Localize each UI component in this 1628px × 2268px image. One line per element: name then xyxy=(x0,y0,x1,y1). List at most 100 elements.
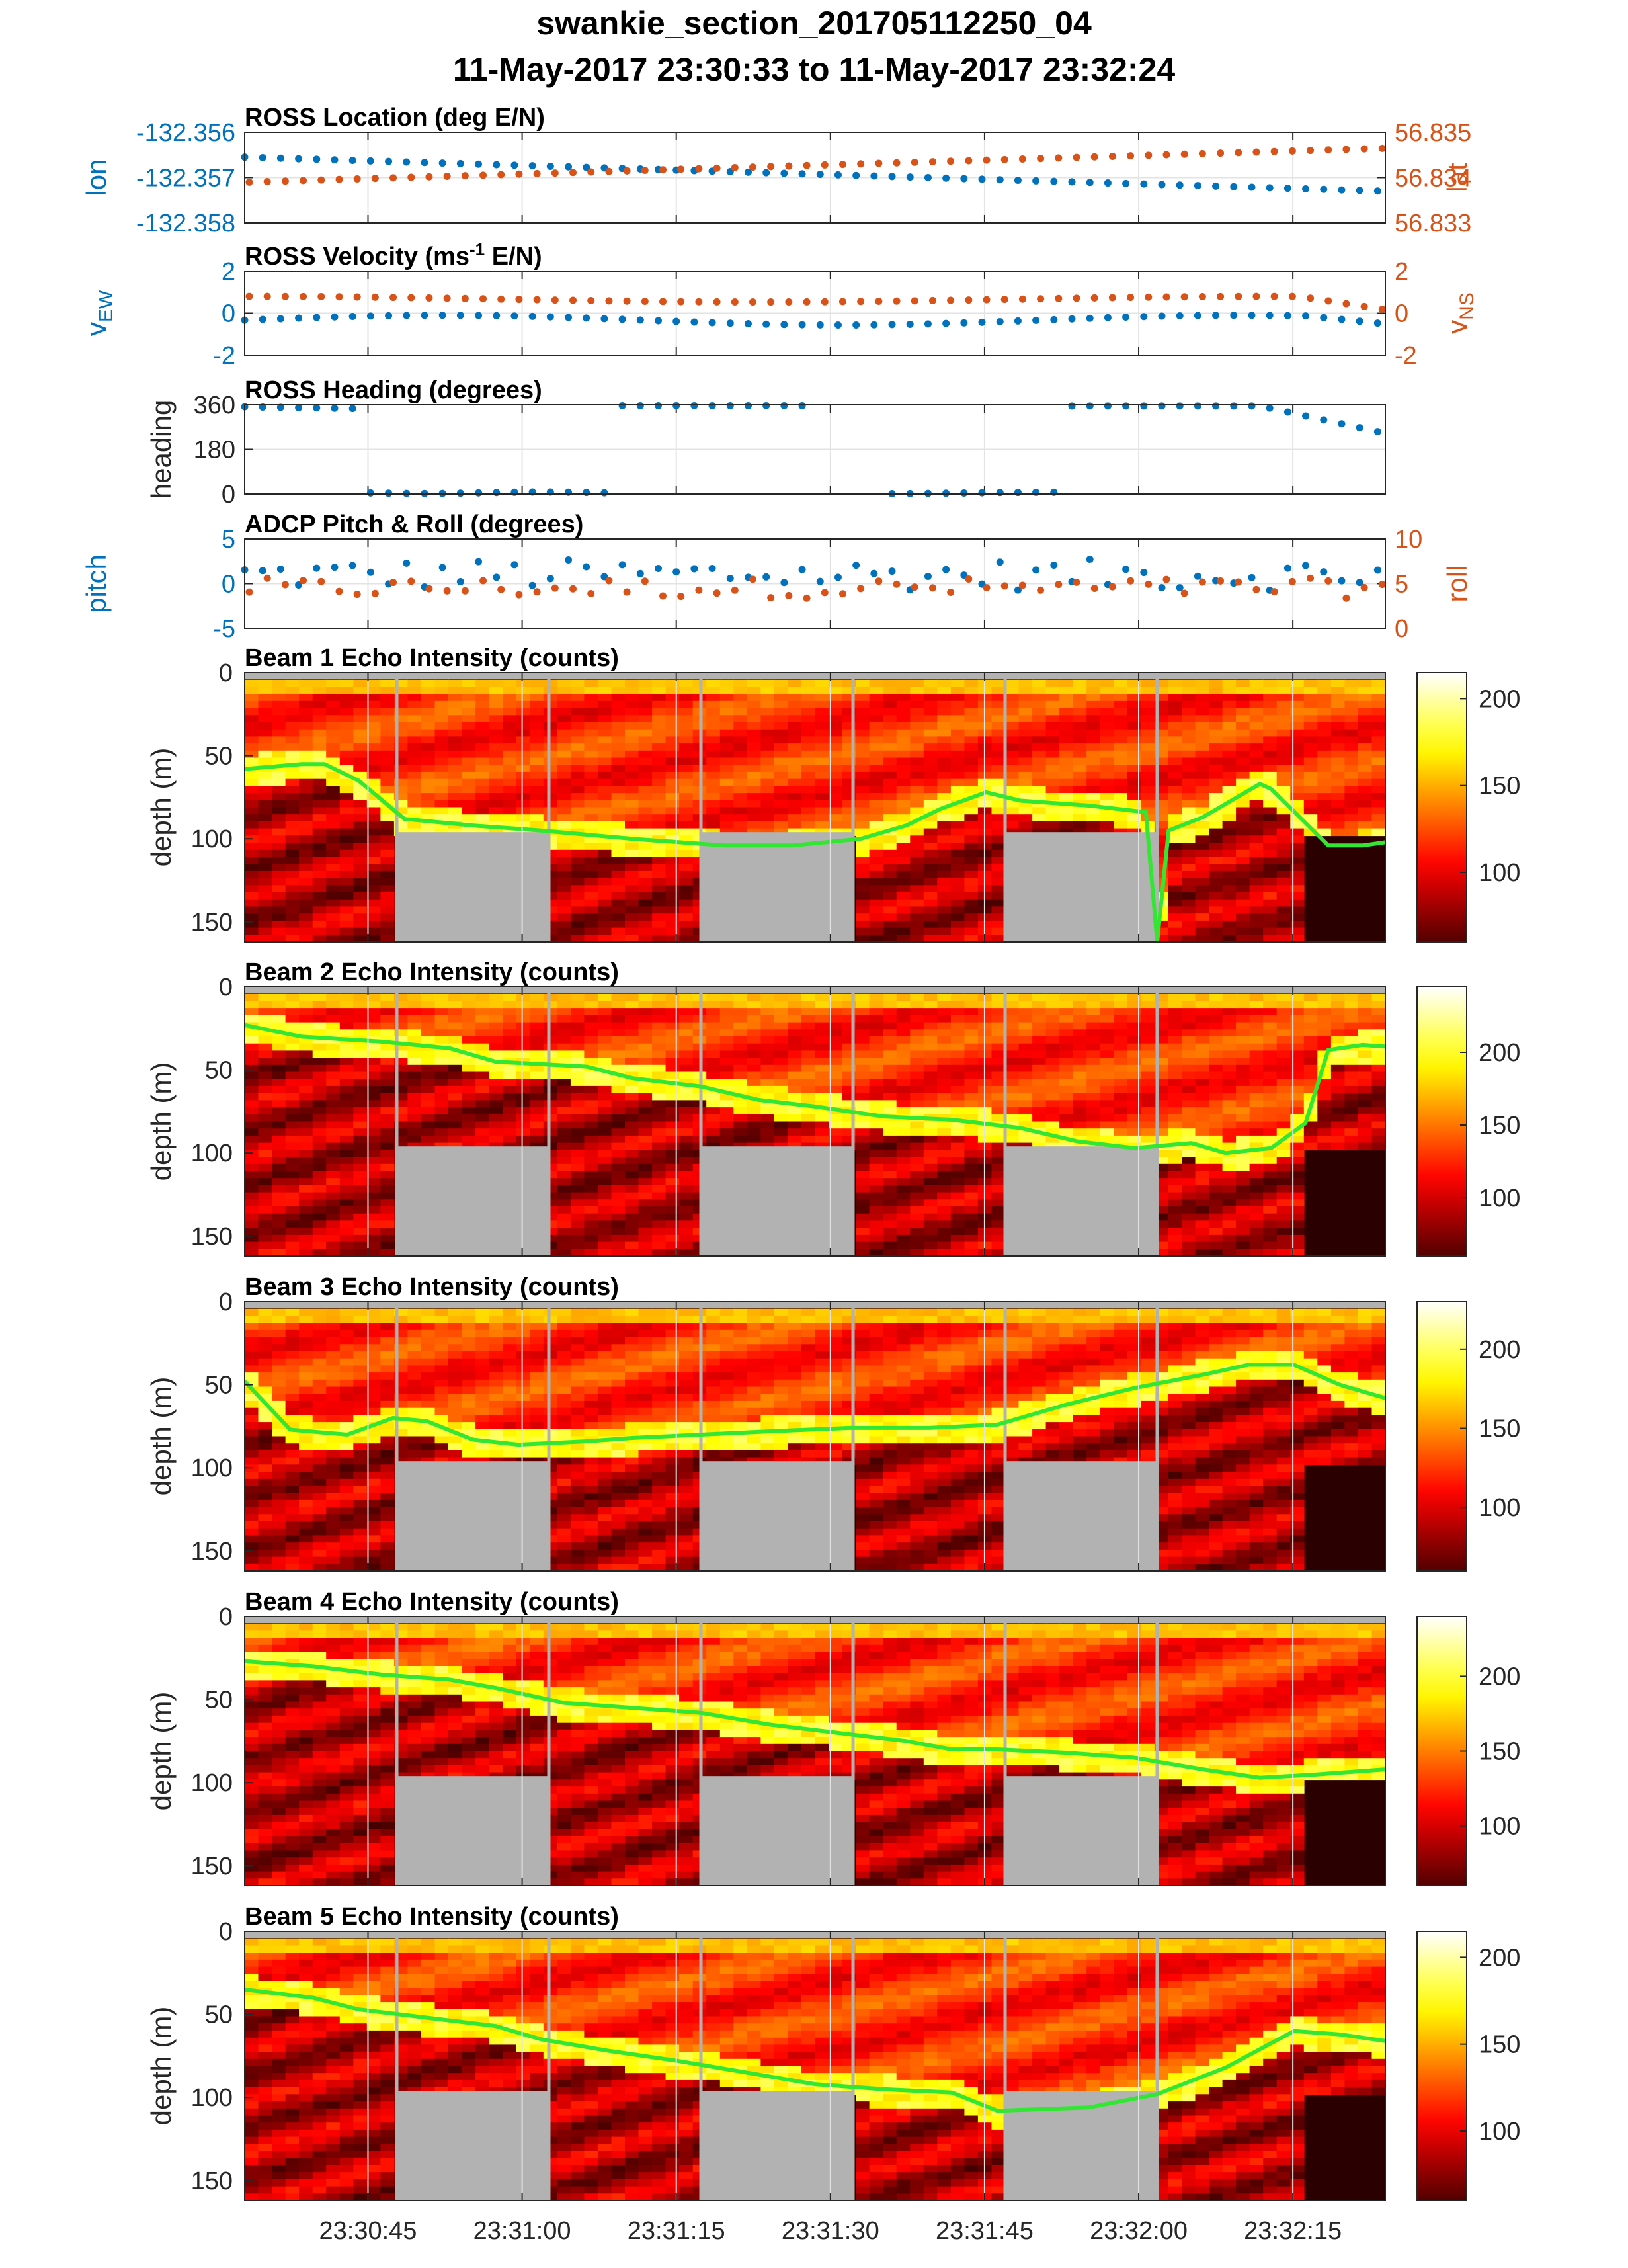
heatmap-cell xyxy=(638,743,653,751)
heatmap-cell xyxy=(910,793,924,801)
heatmap-cell xyxy=(326,793,341,801)
heatmap-cell xyxy=(842,694,856,702)
heatmap-cell xyxy=(597,1249,612,1256)
heatmap-cell xyxy=(272,899,286,907)
heatmap-cell xyxy=(665,1058,680,1066)
heatmap-cell xyxy=(611,1249,626,1256)
heatmap-cell xyxy=(665,1157,680,1165)
lat-point xyxy=(281,177,289,185)
vew-point xyxy=(1140,313,1148,321)
heatmap-cell xyxy=(856,1093,870,1101)
heatmap-cell xyxy=(339,843,354,851)
heatmap-cell xyxy=(896,1058,911,1066)
heatmap-cell xyxy=(883,679,897,688)
heatmap-cell xyxy=(679,1079,694,1087)
heatmap-cell xyxy=(326,679,341,688)
heatmap-cell xyxy=(1290,722,1305,730)
heading-point xyxy=(456,489,464,497)
heatmap-cell xyxy=(1114,708,1128,716)
heatmap-cell xyxy=(815,807,829,815)
heatmap-cell xyxy=(883,1071,897,1079)
heatmap-cell xyxy=(366,1135,382,1144)
heatmap-cell xyxy=(475,743,490,751)
roll-point xyxy=(1037,586,1045,594)
heatmap-cell xyxy=(1045,814,1060,822)
heatmap-cell xyxy=(285,1093,300,1101)
heatmap-cell xyxy=(353,1199,368,1207)
heatmap-cell xyxy=(312,1121,327,1129)
heatmap-cell xyxy=(312,1100,327,1108)
heatmap-cell xyxy=(923,1150,938,1157)
heatmap-cell xyxy=(923,849,938,858)
vew-point xyxy=(816,321,824,329)
heatmap-cell xyxy=(597,1213,612,1222)
heatmap-cell xyxy=(1032,793,1047,801)
heatmap-cell xyxy=(896,793,911,801)
heatmap-cell xyxy=(1018,708,1033,716)
heatmap-cell xyxy=(611,729,626,737)
heatmap-cell xyxy=(856,1192,870,1200)
heatmap-cell xyxy=(557,694,571,702)
heatmap-cell xyxy=(258,1185,272,1193)
heatmap-cell xyxy=(923,1036,938,1044)
heatmap-cell xyxy=(407,687,422,694)
heatmap-cell xyxy=(883,1163,897,1172)
lat-point xyxy=(407,173,415,181)
heatmap-cell xyxy=(1222,757,1237,765)
heatmap-cell xyxy=(1249,913,1264,921)
heatmap-cell xyxy=(1344,793,1359,801)
heatmap-cell xyxy=(299,1192,313,1200)
heatmap-cell xyxy=(584,729,598,737)
heatmap-cell xyxy=(611,885,626,893)
roll-point xyxy=(821,589,829,597)
heatmap-cell xyxy=(516,1022,530,1030)
heatmap-cell xyxy=(339,1071,354,1079)
heatmap-cell xyxy=(950,750,965,759)
heatmap-cell xyxy=(570,835,585,843)
heading-point xyxy=(636,402,644,409)
heatmap-cell xyxy=(285,1050,300,1058)
heatmap-cell xyxy=(421,715,436,723)
heatmap-cell xyxy=(638,1093,653,1101)
heatmap-cell xyxy=(353,892,368,900)
heatmap-cell xyxy=(991,1199,1006,1207)
heatmap-cell xyxy=(1100,715,1115,723)
heatmap-cell xyxy=(258,821,272,829)
heatmap-cell xyxy=(584,1135,598,1144)
heatmap-cell xyxy=(883,927,897,936)
heatmap-cell xyxy=(1005,700,1020,709)
heatmap-cell xyxy=(883,1228,897,1236)
heatmap-cell xyxy=(1005,687,1020,694)
heatmap-cell xyxy=(1209,835,1223,843)
heatmap-cell xyxy=(557,892,571,900)
heatmap-cell xyxy=(285,1071,300,1079)
heatmap-cell xyxy=(421,1093,436,1101)
pitch-point xyxy=(331,564,339,571)
heatmap-cell xyxy=(557,736,571,744)
heatmap-cell xyxy=(1073,729,1087,737)
heatmap-cell xyxy=(991,765,1006,773)
heatmap-cell xyxy=(869,1058,883,1066)
heatmap-cell xyxy=(285,1107,300,1115)
heatmap-cell xyxy=(991,778,1006,787)
heatmap-cell xyxy=(1154,743,1169,751)
heatmap-cell xyxy=(1005,807,1020,815)
heatmap-cell xyxy=(299,1058,313,1066)
heatmap-cell xyxy=(1249,835,1264,843)
heatmap-cell xyxy=(393,757,409,765)
heatmap-cell xyxy=(299,1213,313,1222)
heatmap-cell xyxy=(910,828,924,837)
heatmap-cell xyxy=(366,892,382,900)
heatmap-cell xyxy=(638,750,653,759)
heatmap-cell xyxy=(1317,750,1332,759)
heatmap-cell xyxy=(964,1199,979,1207)
heatmap-cell xyxy=(1276,771,1291,780)
heatmap-cell xyxy=(557,906,571,914)
heatmap-cell xyxy=(1249,765,1264,773)
heatmap-cell xyxy=(869,1100,883,1108)
heatmap-cell xyxy=(258,1142,272,1151)
lon-point xyxy=(816,171,824,179)
heatmap-cell xyxy=(611,1015,626,1023)
heatmap-cell xyxy=(258,1036,272,1044)
heatmap-cell xyxy=(339,1199,354,1207)
